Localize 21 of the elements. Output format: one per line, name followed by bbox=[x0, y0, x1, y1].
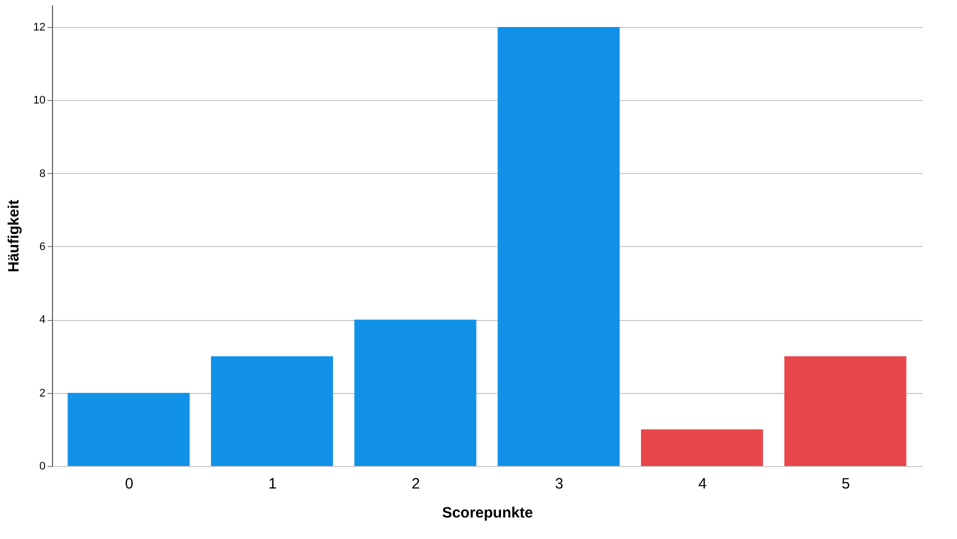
x-tick-label: 3 bbox=[554, 476, 564, 492]
y-tick-label: 0 bbox=[39, 460, 46, 472]
x-tick-label: 0 bbox=[124, 476, 134, 492]
bar bbox=[784, 356, 906, 466]
x-axis-title: Scorepunkte bbox=[442, 504, 533, 522]
x-tick-label: 5 bbox=[842, 476, 850, 492]
bar bbox=[354, 320, 476, 466]
y-axis-title: Häufigkeit bbox=[5, 200, 22, 272]
y-tick-label: 6 bbox=[39, 240, 46, 253]
y-tick-label: 12 bbox=[33, 21, 46, 34]
bar bbox=[211, 356, 333, 466]
x-tick-label: 2 bbox=[412, 476, 420, 492]
y-tick-label: 2 bbox=[39, 387, 46, 400]
y-tick-label: 4 bbox=[39, 314, 46, 326]
y-tick-label: 10 bbox=[33, 94, 46, 107]
y-tick-label: 8 bbox=[39, 168, 46, 180]
x-tick-label: 4 bbox=[698, 476, 707, 492]
bar bbox=[498, 26, 620, 466]
x-tick-label: 1 bbox=[268, 476, 277, 492]
bar bbox=[641, 429, 763, 466]
bar bbox=[68, 392, 190, 466]
